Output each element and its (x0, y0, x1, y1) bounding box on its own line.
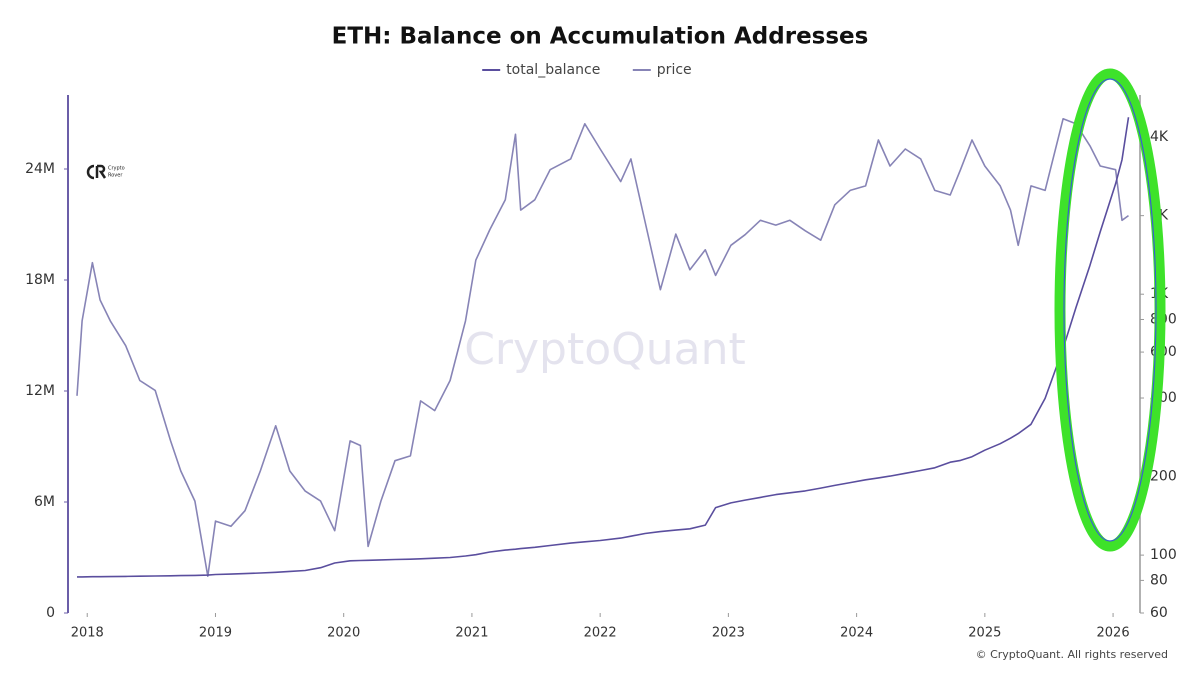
x-tick-label: 2021 (455, 626, 488, 641)
y2-tick-label: 4K (1150, 129, 1169, 145)
x-tick-label: 2019 (199, 626, 232, 641)
x-tick-label: 2018 (71, 626, 104, 641)
x-tick-label: 2020 (327, 626, 360, 641)
series-line (77, 117, 1130, 578)
x-tick-label: 2026 (1097, 626, 1130, 641)
highlight-ellipse (1054, 68, 1166, 552)
legend-label: total_balance (506, 62, 600, 78)
highlight-ellipse-inner (1063, 78, 1157, 542)
logo-text: Rover (108, 173, 123, 179)
y-tick-label: 18M (25, 272, 55, 288)
y-tick-label: 24M (25, 161, 55, 177)
x-tick-label: 2022 (584, 626, 617, 641)
x-tick-label: 2025 (968, 626, 1001, 641)
series-line (76, 118, 1129, 577)
y2-tick-label: 200 (1150, 469, 1177, 485)
y-tick-label: 6M (34, 494, 55, 510)
watermark: CryptoQuant (464, 324, 746, 375)
logo: Crypto Rover (86, 164, 125, 180)
y2-tick-label: 60 (1150, 605, 1168, 621)
logo-icon (95, 164, 107, 179)
x-tick-label: 2024 (840, 626, 873, 641)
legend-label: price (657, 62, 692, 78)
logo-icon (86, 164, 95, 180)
x-tick-label: 2023 (712, 626, 745, 641)
logo-text: Crypto (108, 166, 125, 172)
y-tick-label: 12M (25, 383, 55, 399)
chart-title: ETH: Balance on Accumulation Addresses (332, 24, 869, 50)
y2-tick-label: 80 (1150, 572, 1168, 588)
y2-tick-label: 100 (1150, 547, 1177, 563)
copyright: © CryptoQuant. All rights reserved (976, 648, 1168, 661)
legend: total_balance price (482, 62, 692, 78)
y-tick-label: 0 (46, 605, 55, 621)
